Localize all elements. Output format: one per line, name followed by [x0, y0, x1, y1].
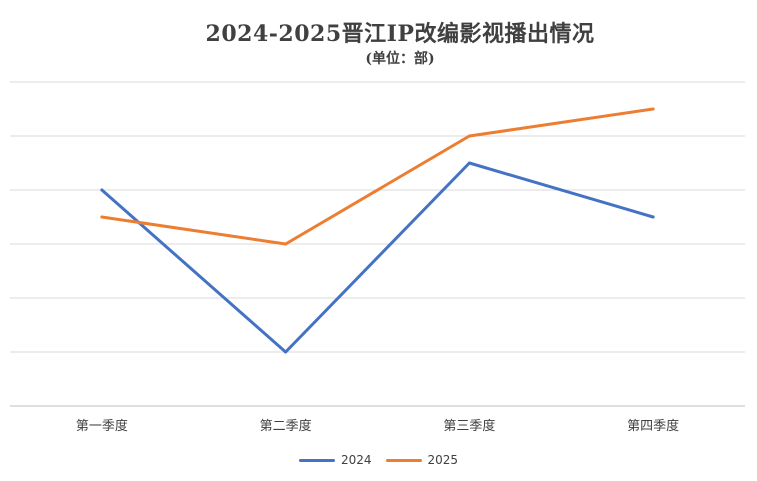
chart-subtitle: (单位：部): [365, 51, 435, 67]
x-axis-labels: 第一季度 第二季度 第三季度 第四季度: [76, 418, 679, 434]
data-point-2025: [651, 107, 655, 111]
legend-item-2024: 2024: [298, 453, 372, 467]
data-point-2024: [284, 350, 288, 354]
x-tick-label: 第四季度: [627, 418, 679, 434]
gridlines: [10, 81, 745, 407]
data-point-2025: [284, 242, 288, 246]
chart-title: 2024-2025晋江IP改编影视播出情况: [205, 21, 595, 47]
series-line-2024: [100, 161, 655, 354]
legend-swatch-2025: [385, 458, 422, 462]
legend-label-2024: 2024: [340, 453, 372, 467]
data-point-2024: [467, 161, 471, 165]
legend-label-2025: 2025: [427, 453, 459, 467]
data-point-2024: [100, 188, 104, 192]
x-tick-label: 第一季度: [76, 418, 128, 434]
legend-swatch-2024: [298, 458, 335, 462]
data-point-2025: [467, 134, 471, 138]
legend-item-2025: 2025: [385, 453, 459, 467]
x-tick-label: 第三季度: [443, 418, 495, 434]
data-point-2025: [100, 215, 104, 219]
x-tick-label: 第二季度: [260, 418, 312, 434]
series-lines: [100, 107, 655, 354]
series-line-2025: [100, 107, 655, 246]
legend: 2024 2025: [0, 453, 757, 467]
data-point-2024: [651, 215, 655, 219]
